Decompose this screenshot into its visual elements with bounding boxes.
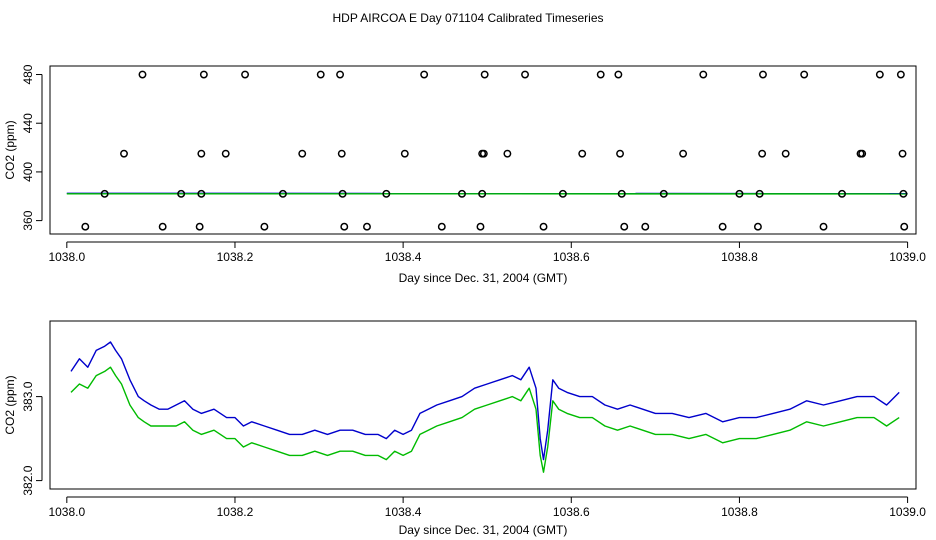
panel-1-data-point bbox=[759, 70, 767, 79]
panel-1-data-point bbox=[819, 222, 828, 231]
panel-1-data-point bbox=[753, 222, 762, 231]
panel-1-data-point bbox=[900, 222, 909, 231]
panel-1-y-tick-label: 440 bbox=[21, 113, 35, 133]
panel-2-y-axis-label: CO2 (ppm) bbox=[3, 375, 17, 434]
panel-1-x-axis-label: Day since Dec. 31, 2004 (GMT) bbox=[399, 271, 568, 285]
panel-1-data-point bbox=[614, 70, 623, 79]
panel-1-data-point bbox=[316, 70, 325, 79]
panel-1-x-tick-label: 1038.2 bbox=[217, 250, 254, 264]
panel-1-y-tick-label: 400 bbox=[21, 162, 35, 182]
panel-2-x-tick-label: 1038.2 bbox=[217, 505, 254, 519]
panel-1-data-point bbox=[641, 222, 650, 231]
panel-1-data-point bbox=[718, 222, 727, 231]
panel-1-data-point bbox=[521, 70, 529, 79]
panel-1-data-point bbox=[898, 149, 907, 158]
panel-1-data-point bbox=[596, 70, 605, 79]
panel-1-x-tick-label: 1038.8 bbox=[721, 250, 758, 264]
panel-1-data-point bbox=[337, 149, 346, 158]
panel-1-data-point bbox=[899, 189, 908, 198]
panel-1-x-axis: 1038.0 1038.2 1038.4 1038.6 1038.8 1039.0 bbox=[48, 241, 926, 264]
panel-2-y-axis: 382.0 383.0 bbox=[21, 381, 43, 496]
panel-1-x-tick-label: 1039.0 bbox=[889, 250, 926, 264]
panel-1-data-point bbox=[458, 189, 466, 198]
panel-1-data-point bbox=[158, 222, 167, 231]
panel-2-x-tick-label: 1038.0 bbox=[48, 505, 85, 519]
panel-2-green-line bbox=[70, 366, 900, 473]
panel-1-data-point bbox=[363, 222, 371, 231]
panel-2-y-tick-label: 383.0 bbox=[21, 381, 35, 411]
panel-1-data-point bbox=[896, 70, 905, 79]
panel-1-lines bbox=[66, 192, 908, 195]
panel-1-data-point bbox=[781, 149, 790, 158]
panel-1-y-tick-label: 360 bbox=[21, 210, 35, 230]
panel-1-plot-frame bbox=[49, 65, 917, 235]
panel-1-data-point bbox=[340, 222, 349, 231]
panel-1-data-point bbox=[478, 189, 487, 198]
panel-1-data-point bbox=[437, 222, 446, 231]
panel-1-data-point bbox=[617, 189, 626, 198]
panel-1-data-point bbox=[679, 149, 688, 158]
panel-1-data-point bbox=[755, 189, 764, 198]
panel-1-data-point bbox=[558, 189, 567, 198]
panel-1-data-point bbox=[120, 149, 128, 158]
panel-1-data-point bbox=[177, 189, 186, 198]
panel-1-data-point bbox=[221, 149, 230, 158]
panel-1-x-tick-label: 1038.4 bbox=[385, 250, 422, 264]
panel-1-data-point bbox=[195, 222, 204, 231]
panel-1-data-point bbox=[659, 189, 668, 198]
panel-1-x-tick-label: 1038.6 bbox=[553, 250, 590, 264]
panel-1-data-point bbox=[197, 149, 206, 158]
panel-1-data-point bbox=[616, 149, 624, 158]
panel-2-plot-frame bbox=[49, 320, 917, 490]
panel-2-lines bbox=[70, 341, 900, 473]
panel-1-y-axis-label: CO2 (ppm) bbox=[3, 120, 17, 179]
panel-1-data-point bbox=[479, 149, 488, 158]
panel-1-data-point bbox=[539, 222, 548, 231]
panel-1-data-point bbox=[420, 70, 429, 79]
panel-1-data-point bbox=[476, 222, 485, 231]
panel-1-data-point bbox=[100, 189, 109, 198]
panel-1-data-point bbox=[336, 70, 345, 79]
panel-1-data-point bbox=[480, 70, 489, 79]
panel-2-blue-line bbox=[70, 341, 900, 461]
panel-1-data-point bbox=[875, 70, 884, 79]
panel-1-data-point bbox=[278, 189, 287, 198]
panel-1-data-point bbox=[138, 70, 147, 79]
panel-2-x-axis-label: Day since Dec. 31, 2004 (GMT) bbox=[399, 523, 568, 537]
panel-1-data-point bbox=[699, 70, 708, 79]
panel-2-x-tick-label: 1039.0 bbox=[889, 505, 926, 519]
panel-1-data-point bbox=[800, 70, 809, 79]
panel-1-data-point bbox=[578, 149, 587, 158]
panel-1-data-point bbox=[199, 70, 208, 79]
panel-2-y-tick-label: 382.0 bbox=[21, 465, 35, 495]
figure-title: HDP AIRCOA E Day 071104 Calibrated Times… bbox=[332, 11, 603, 25]
panel-1: 1038.0 1038.2 1038.4 1038.6 1038.8 1039.0 360… bbox=[3, 64, 926, 285]
panel-1-x-tick-label: 1038.0 bbox=[48, 250, 85, 264]
panel-1-data-point bbox=[620, 222, 629, 231]
panel-1-data-point bbox=[400, 149, 409, 158]
panel-1-data-point bbox=[503, 149, 512, 158]
panel-1-y-tick-label: 480 bbox=[21, 64, 35, 84]
panel-1-data-point bbox=[338, 189, 347, 198]
panel-1-data-point bbox=[81, 222, 90, 231]
panel-1-data-point bbox=[260, 222, 269, 231]
panel-1-data-point bbox=[298, 149, 307, 158]
panel-2-x-tick-label: 1038.6 bbox=[553, 505, 590, 519]
panel-1-data-point bbox=[197, 189, 206, 198]
panel-2-x-tick-label: 1038.4 bbox=[385, 505, 422, 519]
panel-2: 1038.0 1038.2 1038.4 1038.6 1038.8 1039.0 382… bbox=[3, 320, 926, 537]
panel-1-data-point bbox=[858, 149, 867, 158]
panel-1-y-axis: 360 400 440 480 bbox=[21, 64, 43, 231]
panel-1-data-point bbox=[382, 189, 391, 198]
panel-2-x-tick-label: 1038.8 bbox=[721, 505, 758, 519]
panel-1-data-point bbox=[838, 189, 846, 198]
panel-1-data-point bbox=[735, 189, 744, 198]
panel-2-x-axis: 1038.0 1038.2 1038.4 1038.6 1038.8 1039.0 bbox=[48, 496, 926, 519]
panel-1-points bbox=[81, 70, 909, 231]
panel-1-data-point bbox=[241, 70, 250, 79]
panel-1-data-point bbox=[758, 149, 767, 158]
